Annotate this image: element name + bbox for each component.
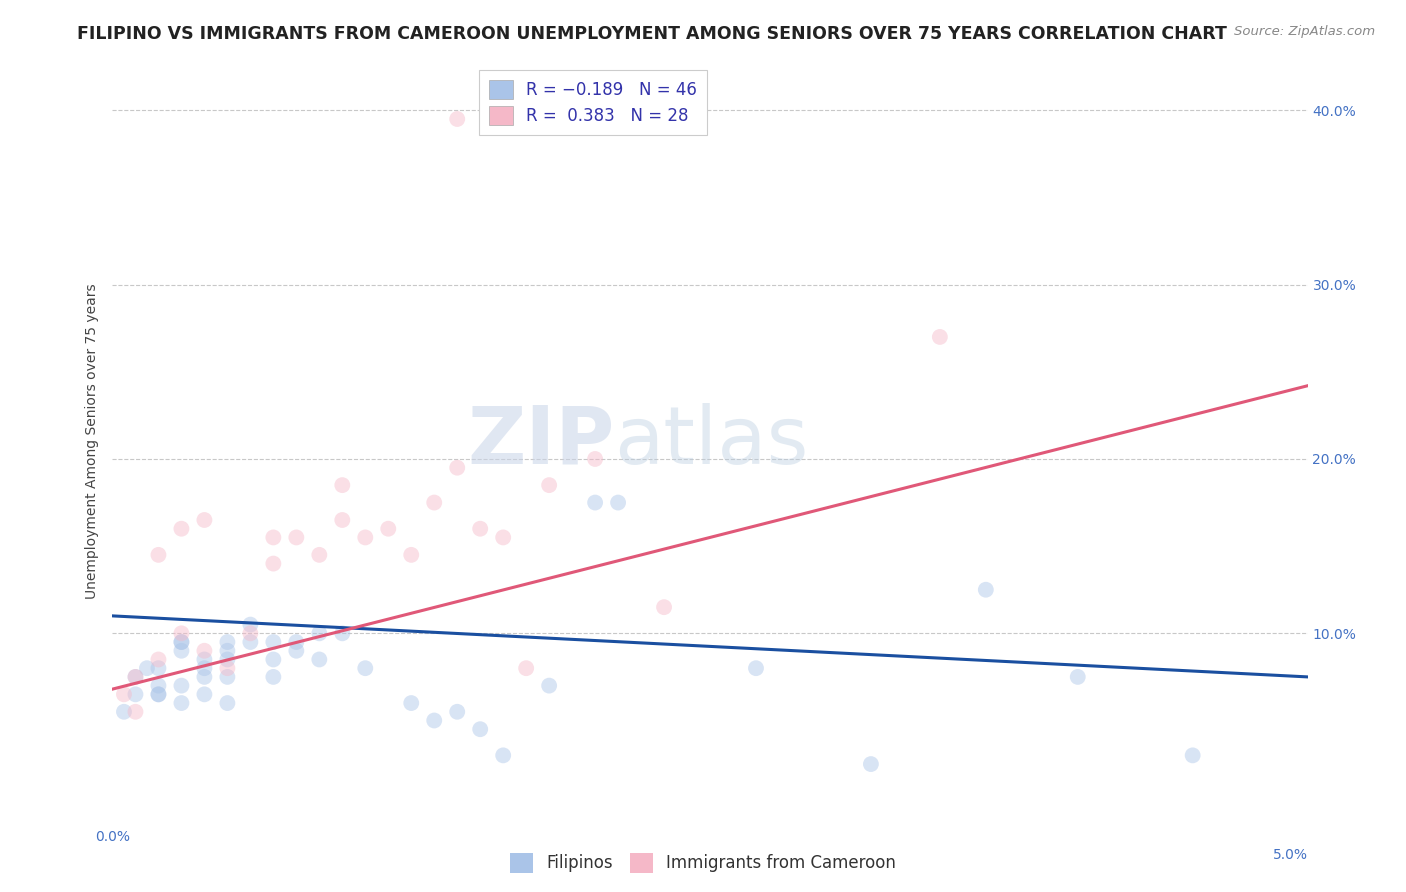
- Point: [446, 460, 468, 475]
- Point: [583, 495, 606, 509]
- Point: [492, 748, 515, 763]
- Point: [193, 661, 215, 675]
- Point: [377, 522, 399, 536]
- Point: [148, 661, 170, 675]
- Point: [652, 600, 675, 615]
- Point: [148, 679, 170, 693]
- Text: 5.0%: 5.0%: [1272, 847, 1308, 862]
- Point: [446, 705, 468, 719]
- Point: [285, 635, 308, 649]
- Point: [170, 626, 193, 640]
- Point: [538, 679, 561, 693]
- Point: [285, 644, 308, 658]
- Point: [217, 635, 239, 649]
- Point: [330, 478, 353, 492]
- Point: [470, 522, 492, 536]
- Point: [262, 670, 284, 684]
- Text: FILIPINO VS IMMIGRANTS FROM CAMEROON UNEMPLOYMENT AMONG SENIORS OVER 75 YEARS CO: FILIPINO VS IMMIGRANTS FROM CAMEROON UNE…: [77, 25, 1227, 43]
- Point: [148, 652, 170, 666]
- Point: [308, 626, 330, 640]
- Point: [170, 644, 193, 658]
- Point: [354, 530, 377, 544]
- Point: [974, 582, 997, 597]
- Point: [401, 548, 423, 562]
- Point: [239, 626, 262, 640]
- Point: [112, 705, 135, 719]
- Point: [262, 530, 284, 544]
- Point: [124, 670, 146, 684]
- Point: [262, 635, 284, 649]
- Point: [136, 661, 159, 675]
- Point: [1067, 670, 1090, 684]
- Point: [859, 757, 882, 772]
- Point: [583, 452, 606, 467]
- Point: [1181, 748, 1204, 763]
- Point: [928, 330, 950, 344]
- Point: [193, 687, 215, 701]
- Point: [124, 670, 146, 684]
- Point: [538, 478, 561, 492]
- Point: [148, 548, 170, 562]
- Point: [193, 652, 215, 666]
- Point: [217, 670, 239, 684]
- Text: atlas: atlas: [614, 402, 808, 481]
- Point: [492, 530, 515, 544]
- Point: [515, 661, 537, 675]
- Point: [262, 652, 284, 666]
- Point: [330, 626, 353, 640]
- Point: [401, 696, 423, 710]
- Y-axis label: Unemployment Among Seniors over 75 years: Unemployment Among Seniors over 75 years: [86, 284, 100, 599]
- Legend: Filipinos, Immigrants from Cameroon: Filipinos, Immigrants from Cameroon: [503, 847, 903, 880]
- Point: [423, 495, 446, 509]
- Text: ZIP: ZIP: [467, 402, 614, 481]
- Point: [239, 617, 262, 632]
- Point: [148, 687, 170, 701]
- Point: [607, 495, 630, 509]
- Point: [124, 705, 146, 719]
- Point: [285, 530, 308, 544]
- Point: [193, 513, 215, 527]
- Point: [170, 696, 193, 710]
- Point: [217, 652, 239, 666]
- Point: [170, 635, 193, 649]
- Legend: R = −0.189   N = 46, R =  0.383   N = 28: R = −0.189 N = 46, R = 0.383 N = 28: [479, 70, 707, 136]
- Point: [193, 644, 215, 658]
- Point: [217, 696, 239, 710]
- Point: [170, 635, 193, 649]
- Point: [262, 557, 284, 571]
- Point: [423, 714, 446, 728]
- Point: [330, 513, 353, 527]
- Point: [148, 687, 170, 701]
- Point: [124, 687, 146, 701]
- Point: [745, 661, 768, 675]
- Point: [470, 723, 492, 737]
- Point: [308, 652, 330, 666]
- Point: [217, 644, 239, 658]
- Point: [193, 670, 215, 684]
- Point: [170, 679, 193, 693]
- Point: [354, 661, 377, 675]
- Text: Source: ZipAtlas.com: Source: ZipAtlas.com: [1234, 25, 1375, 38]
- Point: [446, 112, 468, 126]
- Point: [217, 661, 239, 675]
- Point: [308, 548, 330, 562]
- Point: [170, 522, 193, 536]
- Point: [239, 635, 262, 649]
- Point: [112, 687, 135, 701]
